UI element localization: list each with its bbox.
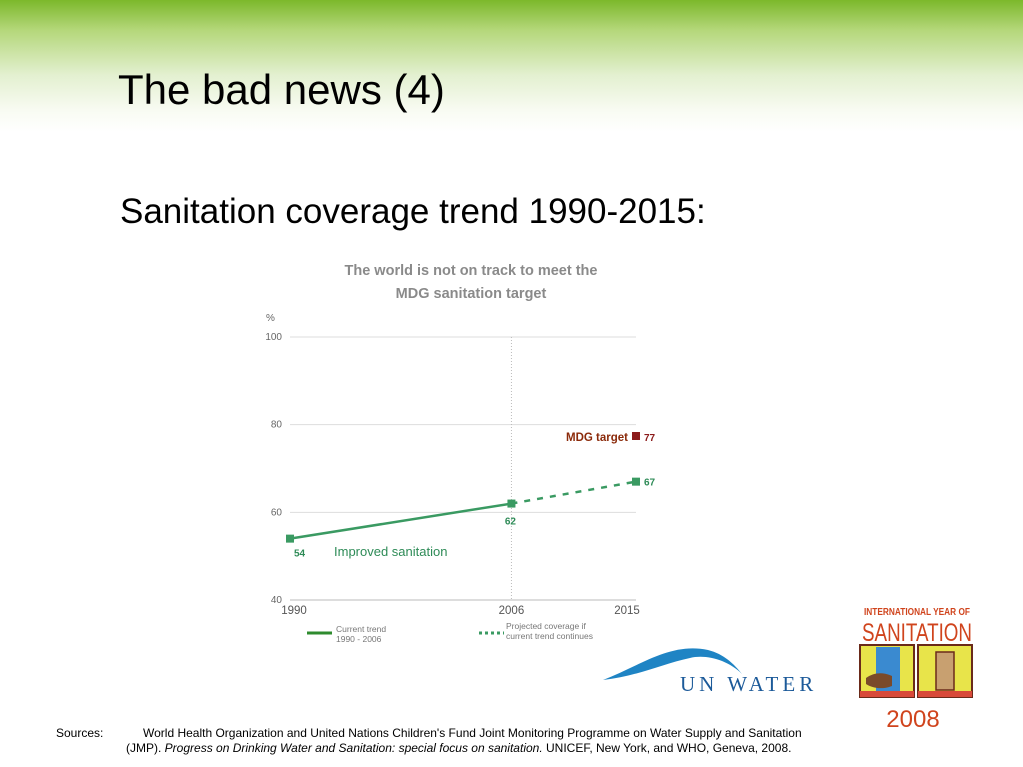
data-label: 62 [505,517,517,528]
series-line-2 [511,480,637,505]
iys-year: 2008 [886,706,939,733]
y-tick-label: 100 [265,332,282,343]
annotation-improved-sanitation: Improved sanitation [334,544,447,559]
sources-line2-italic: Progress on Drinking Water and Sanitatio… [164,741,543,755]
y-tick-label: 80 [271,420,283,431]
x-tick-label: 2006 [499,605,525,617]
iys-latrine-icon [935,651,955,691]
x-tick-label: 2015 [614,605,640,617]
un-water-logo: UN WATER [603,648,817,696]
iys-ground-left [860,691,914,697]
un-water-wave-icon [603,648,742,680]
sources-label: Sources: [56,726,104,740]
data-point-2006 [507,499,516,508]
series-line-1 [289,502,512,540]
iys-ground-right [918,691,972,697]
iys-title-line2: SANITATION [862,619,972,647]
data-point-2015 [632,477,640,486]
mdg-target-marker [632,432,640,440]
legend-label: Projected coverage if [506,621,586,631]
y-tick-label: 40 [271,595,283,606]
mdg-target-label: MDG target [566,432,628,444]
sources-line2-prefix: (JMP). [126,741,165,755]
sources-line2: (JMP). Progress on Drinking Water and Sa… [126,741,791,756]
data-point-1990 [286,534,294,543]
y-axis-label: % [266,313,275,324]
slide-subtitle: Sanitation coverage trend 1990-2015: [120,192,706,231]
mdg-target-value: 77 [644,433,656,444]
un-water-text: UN WATER [680,672,817,696]
y-tick-label: 60 [271,507,283,518]
header-band [0,0,1023,132]
iys-title-line1: INTERNATIONAL YEAR OF [864,606,970,618]
chart-title-line1: The world is not on track to meet the [345,263,598,279]
iys-logo: INTERNATIONAL YEAR OF SANITATION 2008 [859,606,973,733]
x-tick-label: 1990 [281,605,307,617]
iys-hand-icon [866,673,892,689]
legend-label: current trend continues [506,631,593,641]
chart-title-line2: MDG sanitation target [396,286,547,302]
sources-line2-suffix: UNICEF, New York, and WHO, Geneva, 2008. [542,741,792,755]
data-label: 67 [644,478,656,489]
legend-label: Current trend [336,624,386,634]
sources-line1: World Health Organization and United Nat… [143,726,802,740]
slide-title: The bad news (4) [118,66,445,113]
legend-label: 1990 - 2006 [336,634,382,644]
data-label: 54 [294,549,306,560]
